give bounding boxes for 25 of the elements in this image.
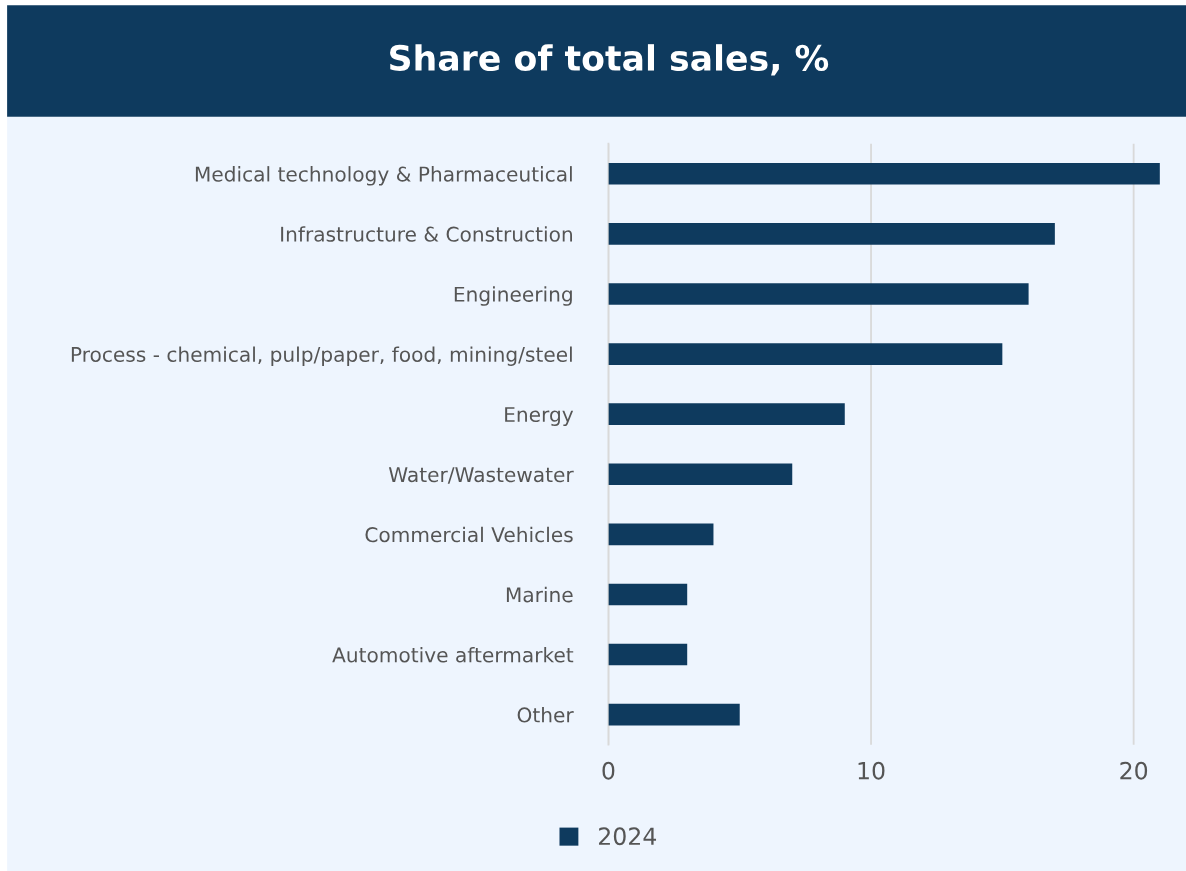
bar <box>608 583 688 606</box>
bar <box>608 223 1055 245</box>
x-tick-label: 20 <box>1120 761 1148 780</box>
bar <box>608 403 845 425</box>
y-tick-label: Infrastructure & Construction <box>281 226 572 242</box>
bar <box>608 703 740 726</box>
bar <box>608 343 1003 365</box>
bar <box>608 463 793 486</box>
y-tick-label: Automotive aftermarket <box>332 646 574 663</box>
y-tick-label: Commercial Vehicles <box>365 526 573 543</box>
y-tick-label: Engineering <box>454 286 572 306</box>
y-tick-label: Energy <box>505 407 574 426</box>
bar <box>608 643 688 666</box>
bar <box>608 162 1160 185</box>
bar <box>608 523 714 546</box>
x-tick-label: 10 <box>858 761 885 780</box>
legend-label: 2024 <box>598 827 657 846</box>
chart-title: Share of total sales, % <box>390 44 829 76</box>
y-tick-label: Other <box>517 707 574 723</box>
y-tick-label: Marine <box>506 586 573 603</box>
y-tick-label: Medical technology & Pharmaceutical <box>195 166 572 186</box>
x-tick-label: 0 <box>602 761 615 780</box>
y-tick-label: Water/Wastewater <box>388 467 574 484</box>
y-tick-label: Process - chemical, pulp/paper, food, mining/steel <box>71 346 572 366</box>
bar <box>608 283 1029 305</box>
